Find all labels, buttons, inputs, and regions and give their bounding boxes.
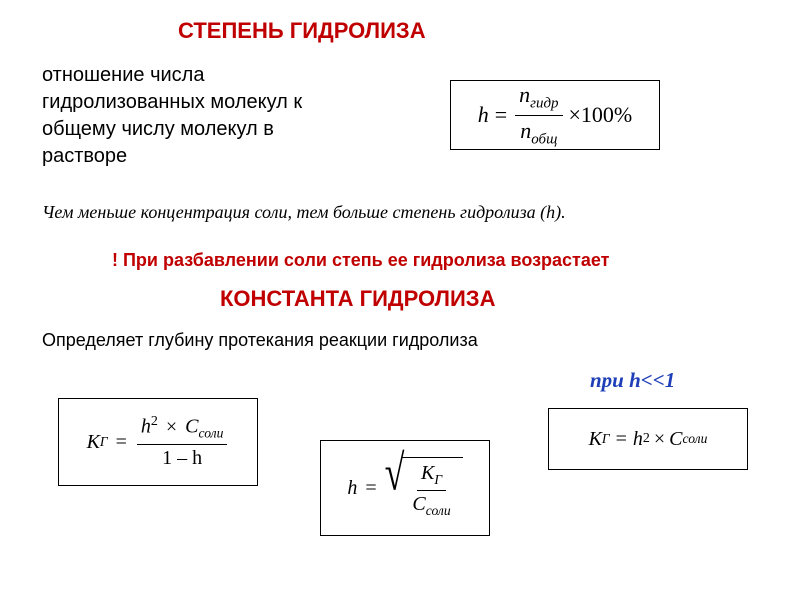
lhs: h: [347, 477, 357, 500]
heading-constant: КОНСТАНТА ГИДРОЛИЗА: [220, 286, 495, 312]
equals: =: [495, 102, 507, 128]
a: h: [633, 428, 643, 451]
sqrt: √ KГ Cсоли: [385, 457, 463, 519]
den-sub: общ: [531, 131, 557, 147]
formula-lhs: h: [478, 102, 489, 128]
equals: =: [365, 477, 376, 500]
lhs-sub: Г: [100, 434, 108, 450]
note-concentration: Чем меньше концентрация соли, тем больше…: [42, 200, 566, 224]
a-exp: 2: [643, 431, 650, 447]
lhs: К: [87, 431, 100, 454]
formula-kg-product: КГ = h2 × Ссоли: [548, 408, 748, 470]
times: ×: [166, 416, 177, 438]
definition-text: отношение числа гидролизованных молекул …: [42, 62, 342, 170]
num-a: h: [141, 416, 151, 438]
formula-degree: h = nгидр nобщ ×100%: [450, 80, 660, 150]
tail: ×100%: [569, 102, 633, 128]
num-b-sub: соли: [199, 426, 224, 441]
b-sub: соли: [683, 431, 708, 447]
equals: =: [616, 428, 627, 451]
heading-degree: СТЕПЕНЬ ГИДРОЛИЗА: [178, 18, 426, 44]
den: 1 – h: [158, 445, 206, 470]
b: С: [669, 428, 682, 451]
den-sub: соли: [426, 503, 451, 518]
formula-kg-fraction: КГ = h2 × Ссоли 1 – h: [58, 398, 258, 486]
note-depth: Определяет глубину протекания реакции ги…: [42, 328, 478, 352]
den-var: n: [520, 118, 531, 143]
num-sub: гидр: [530, 96, 558, 112]
lhs: К: [589, 428, 602, 451]
note-dilution: ! При разбавлении соли степь ее гидролиз…: [112, 248, 609, 272]
condition-h-small: при h<<1: [590, 366, 675, 394]
equals: =: [116, 431, 127, 454]
lhs-sub: Г: [602, 431, 610, 447]
formula-h-sqrt: h = √ KГ Cсоли: [320, 440, 490, 536]
radical-icon: √: [385, 447, 405, 534]
fraction: h2 × Ссоли 1 – h: [137, 414, 228, 470]
num-exp: 2: [151, 414, 158, 429]
fraction: nгидр nобщ: [515, 82, 562, 148]
num: K: [421, 462, 434, 484]
den: C: [412, 493, 425, 515]
num-sub: Г: [434, 472, 442, 487]
num-b: С: [185, 416, 198, 438]
times: ×: [654, 428, 665, 451]
num-var: n: [519, 82, 530, 107]
